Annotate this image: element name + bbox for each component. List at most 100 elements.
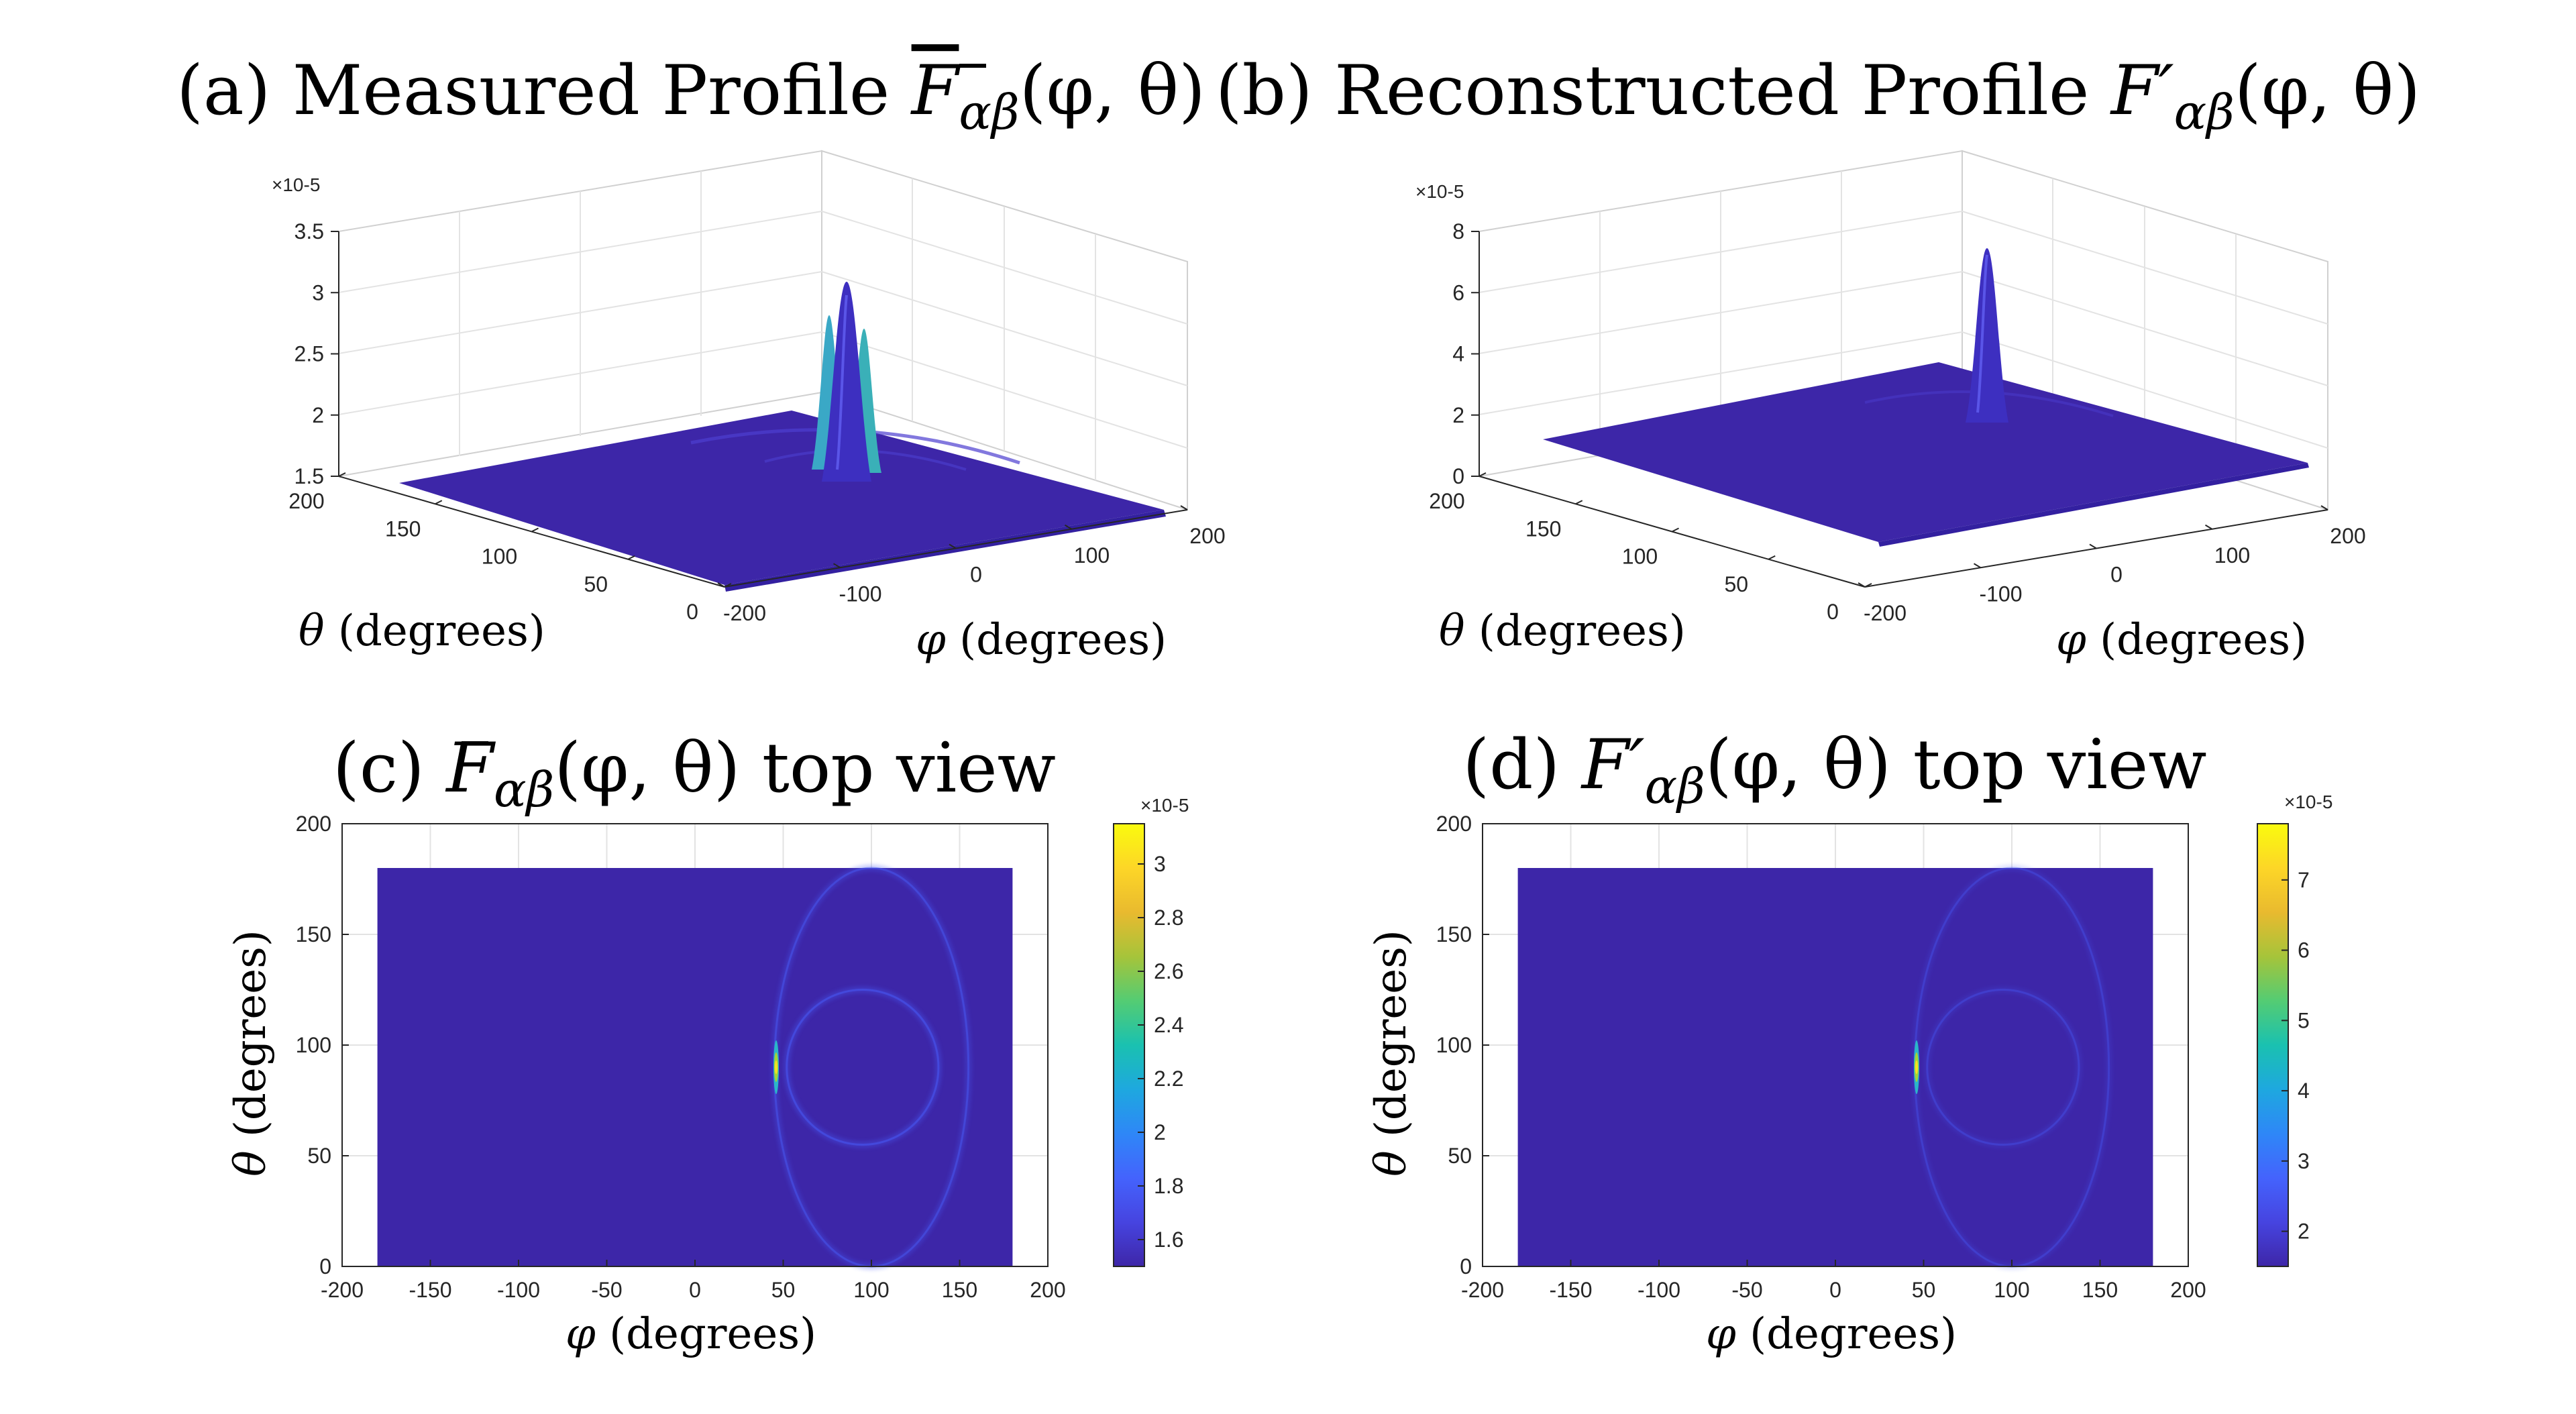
panel-d-colorbar-tick-label: 5 bbox=[2298, 1008, 2310, 1032]
panel-a-phi-tick bbox=[949, 543, 957, 549]
panel-d-theta-label: θ (degrees) bbox=[1366, 930, 1416, 1177]
panel-b-z-tick-label: 0 bbox=[1452, 464, 1464, 488]
panel-d-plot: -200 -150 -100 -50 0 50 100 150 200 0 50 100 150 200 bbox=[1436, 812, 2206, 1302]
panel-c-phi-label: φ (degrees) bbox=[566, 1309, 816, 1359]
panel-a-floor bbox=[399, 411, 1164, 585]
panel-a-phi-tick-label: -200 bbox=[723, 601, 766, 625]
panel-d-y-tick-label: 50 bbox=[1448, 1144, 1472, 1168]
panel-a-phi-tick bbox=[1064, 524, 1073, 530]
panel-a-theta-tick-label: 0 bbox=[686, 600, 698, 624]
panel-c-y-tick-label: 150 bbox=[296, 922, 331, 946]
panel-c-colorbar: 1.6 1.8 2 2.2 2.4 2.6 2.8 3 bbox=[1113, 823, 1183, 1267]
panel-d-y-tick-label: 150 bbox=[1436, 922, 1472, 946]
panel-c-x-tick-label: 100 bbox=[853, 1278, 889, 1302]
panel-d-y-tick-label: 100 bbox=[1436, 1033, 1472, 1057]
panel-b-surface bbox=[1543, 248, 2309, 547]
panel-a-phi-label: φ (degrees) bbox=[916, 615, 1167, 665]
panel-b-phi-tick-label: 0 bbox=[2110, 563, 2123, 587]
panel-d-x-tick-label: -200 bbox=[1461, 1278, 1504, 1302]
panel-a-title-args: (φ, θ) bbox=[1020, 51, 1205, 131]
panel-a-grid bbox=[338, 171, 1188, 480]
panel-a-theta-tick-label: 100 bbox=[482, 545, 517, 569]
panel-d-hotspot bbox=[1913, 1040, 1919, 1094]
panel-c-colorbar-tick-label: 3 bbox=[1154, 852, 1166, 876]
panel-a-theta-tick bbox=[531, 527, 539, 533]
panel-c-colorbar-tick-label: 2.6 bbox=[1154, 959, 1183, 983]
panel-c-colorbar-tick-label: 2.8 bbox=[1154, 906, 1183, 930]
panel-c-ring bbox=[786, 989, 940, 1146]
panel-d-x-tick-label: -100 bbox=[1638, 1278, 1680, 1302]
panel-b-z-tick-label: 2 bbox=[1452, 403, 1464, 427]
panel-d-phi-label: φ (degrees) bbox=[1706, 1309, 1957, 1359]
panel-a-z-tick-label: 3.5 bbox=[294, 219, 324, 243]
panel-a-phi-tick-label: -100 bbox=[839, 582, 881, 606]
panel-a-z-axis: 1.5 2 2.5 3 3.5 ×10-5 bbox=[272, 174, 339, 488]
panel-d-x-tick-label: 50 bbox=[1912, 1278, 1936, 1302]
panel-c-colorbar-tick-label: 2.2 bbox=[1154, 1067, 1183, 1091]
panel-a-theta-tick bbox=[627, 555, 635, 560]
panel-b-phi-tick bbox=[2089, 543, 2097, 549]
panel-a-title-subscript: αβ bbox=[959, 84, 1019, 140]
panel-c-y-tick-label: 50 bbox=[307, 1144, 331, 1168]
panel-c-colorbar-fill bbox=[1114, 824, 1144, 1266]
panel-c-title-symbol: F bbox=[445, 728, 496, 808]
panel-b-theta-tick bbox=[1672, 527, 1679, 533]
panel-c-x-tick-label: 50 bbox=[771, 1278, 796, 1302]
panel-d-colorbar-tick-label: 7 bbox=[2298, 868, 2310, 892]
panel-a-title: (a) Measured Profile Fαβ(φ, θ) bbox=[176, 51, 1205, 140]
panel-c-x-tick-label: -200 bbox=[321, 1278, 364, 1302]
panel-d-y-tick-label: 0 bbox=[1460, 1254, 1472, 1279]
panel-b-title: (b) Reconstructed Profile F′αβ(φ, θ) bbox=[1216, 51, 2420, 140]
panel-d-colorbar-exponent: ×10-5 bbox=[2284, 792, 2332, 812]
panel-c-data-field bbox=[377, 868, 1013, 1266]
panel-b-phi-tick-label: -200 bbox=[1864, 601, 1907, 625]
panel-d-colorbar-fill bbox=[2257, 824, 2288, 1266]
panel-a-phi-tick-label: 200 bbox=[1189, 524, 1225, 548]
panel-b-title-symbol: F′ bbox=[2110, 51, 2174, 131]
panel-a-z-exponent: ×10-5 bbox=[272, 174, 320, 195]
panel-c-theta-label: θ (degrees) bbox=[226, 930, 276, 1177]
panel-d-x-tick-label: -150 bbox=[1549, 1278, 1592, 1302]
panel-d-colorbar-tick-label: 6 bbox=[2298, 938, 2310, 963]
panel-b-z-tick-label: 8 bbox=[1452, 219, 1464, 243]
panel-a-phi-tick-label: 0 bbox=[970, 563, 982, 587]
panel-b-theta-tick bbox=[1575, 500, 1583, 505]
panel-c-colorbar-tick-label: 1.6 bbox=[1154, 1228, 1183, 1252]
panel-a: (a) Measured Profile Fαβ(φ, θ) bbox=[176, 51, 1226, 665]
panel-b-theta-tick-label: 200 bbox=[1429, 489, 1464, 513]
panel-b-theta-tick-label: 100 bbox=[1622, 545, 1658, 569]
panel-b-z-tick-label: 6 bbox=[1452, 280, 1464, 305]
panel-b-floor bbox=[1543, 362, 2308, 542]
panel-b-z-exponent: ×10-5 bbox=[1415, 181, 1464, 202]
panel-c-title-prefix: (c) bbox=[333, 728, 446, 808]
panel-a-z-tick-label: 2.5 bbox=[294, 342, 324, 366]
panel-a-phi-tick bbox=[833, 563, 841, 569]
panel-d-colorbar-tick-label: 4 bbox=[2298, 1079, 2310, 1103]
panel-d-title-subscript: αβ bbox=[1645, 758, 1705, 814]
panel-d-colorbar-tick-label: 2 bbox=[2298, 1219, 2310, 1244]
panel-c-x-tick-label: -50 bbox=[591, 1278, 622, 1302]
panel-b-phi-tick-label: -100 bbox=[1979, 582, 2022, 606]
panel-b-title-args: (φ, θ) bbox=[2235, 51, 2420, 131]
panel-a-theta-label: θ (degrees) bbox=[299, 606, 545, 656]
panel-c-colorbar-tick-label: 2.4 bbox=[1154, 1013, 1183, 1037]
panel-b-theta-tick bbox=[1768, 555, 1776, 560]
panel-c-x-tick-label: -100 bbox=[497, 1278, 540, 1302]
panel-b-theta-tick-label: 150 bbox=[1525, 516, 1561, 541]
panel-c-title-subscript: αβ bbox=[494, 761, 554, 818]
panel-a-z-tick-label: 1.5 bbox=[294, 464, 324, 488]
panel-a-theta-tick bbox=[435, 500, 443, 505]
panel-b-phi-tick-label: 100 bbox=[2214, 543, 2250, 567]
panel-c-y-tick-label: 200 bbox=[296, 812, 331, 836]
panel-a-theta-tick-label: 50 bbox=[584, 572, 608, 596]
panel-d-colorbar-tick-label: 3 bbox=[2298, 1149, 2310, 1173]
panel-d-title-prefix: (d) bbox=[1462, 725, 1581, 805]
panel-b-theta-tick-label: 0 bbox=[1827, 600, 1839, 624]
panel-b-theta-tick bbox=[1479, 472, 1487, 477]
panel-b-grid bbox=[1479, 171, 2328, 480]
panel-b-phi-tick bbox=[2204, 524, 2213, 530]
panel-b-z-tick-label: 4 bbox=[1452, 342, 1464, 366]
panel-b-theta-label: θ (degrees) bbox=[1439, 606, 1686, 656]
panel-d-x-tick-label: -50 bbox=[1731, 1278, 1762, 1302]
